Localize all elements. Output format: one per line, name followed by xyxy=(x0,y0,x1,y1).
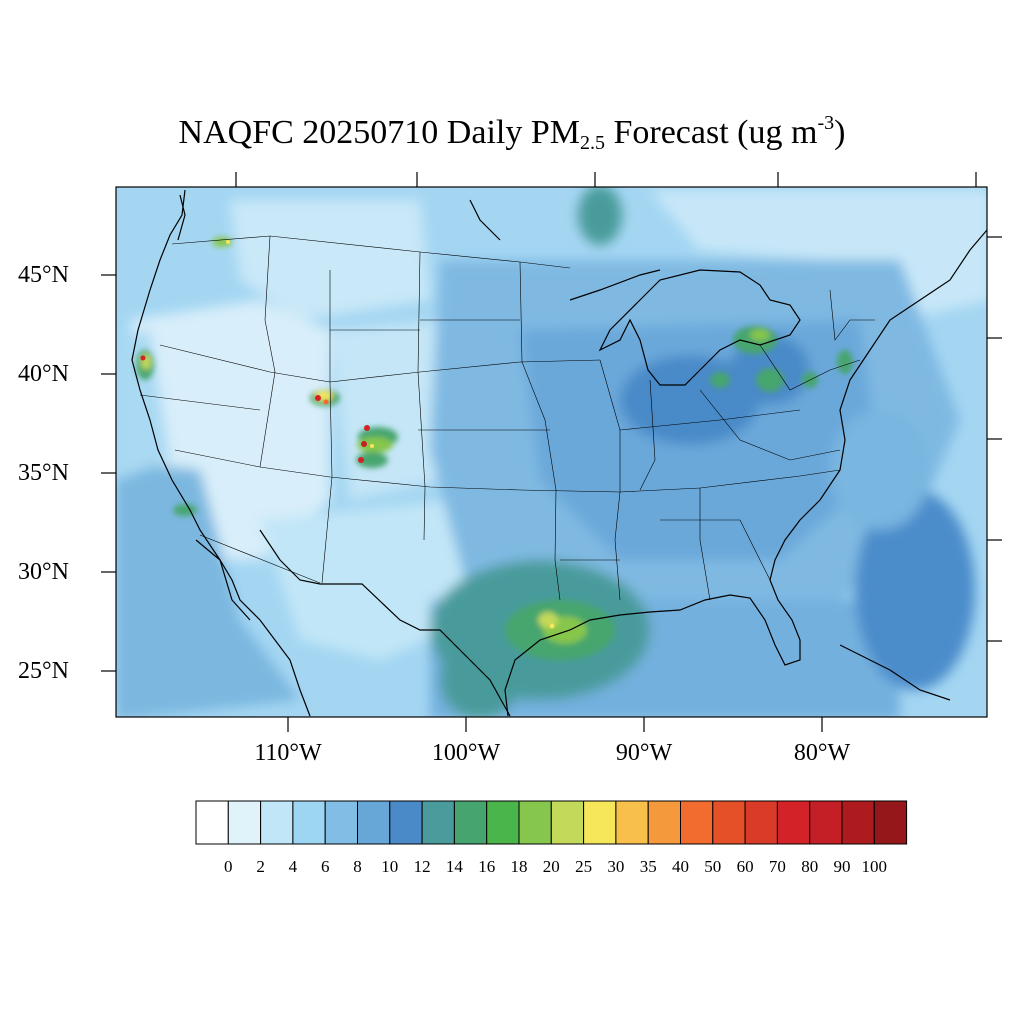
map-title: NAQFC 20250710 Daily PM2.5 Forecast (ug … xyxy=(178,112,846,154)
colorbar-swatch xyxy=(357,800,391,845)
colorbar-label: 18 xyxy=(510,857,528,876)
colorbar-swatch xyxy=(421,800,455,845)
colorbar-swatch xyxy=(550,800,585,845)
top-ticks xyxy=(235,172,977,187)
colorbar-label: 12 xyxy=(413,857,431,876)
colorbar-swatch xyxy=(841,800,875,845)
colorbar-swatch xyxy=(744,800,778,845)
colorbar-label: 90 xyxy=(833,857,851,876)
colorbar-label: 25 xyxy=(575,857,593,876)
colorbar-label: 4 xyxy=(288,857,298,876)
colorbar-swatch xyxy=(615,800,649,845)
colorbar-swatch xyxy=(712,800,746,845)
colorbar-label: 60 xyxy=(736,857,754,876)
colorbar-swatch xyxy=(809,800,843,845)
lat-label-45: 45°N xyxy=(18,262,69,288)
colorbar-swatch xyxy=(227,800,262,845)
colorbar-label: 0 xyxy=(224,857,233,876)
colorbar-swatch xyxy=(583,800,617,845)
colorbar-label: 14 xyxy=(445,857,463,876)
colorbar-label: 70 xyxy=(768,857,786,876)
lat-label-25: 25°N xyxy=(18,658,69,684)
colorbar-label: 10 xyxy=(381,857,399,876)
colorbar-label: 100 xyxy=(861,857,888,876)
colorbar-swatch xyxy=(647,800,682,845)
colorbar-label: 20 xyxy=(542,857,560,876)
colorbar-label: 50 xyxy=(704,857,722,876)
colorbar-swatch xyxy=(292,800,326,845)
lon-label-80: 80°W xyxy=(793,740,851,766)
right-ticks xyxy=(987,236,1002,642)
bottom-ticks xyxy=(287,717,823,732)
lat-label-40: 40°N xyxy=(18,361,69,387)
colorbar-swatch xyxy=(486,800,520,845)
colorbar-swatch xyxy=(324,800,359,845)
colorbar-swatch xyxy=(453,800,488,845)
colorbar-label: 6 xyxy=(320,857,330,876)
colorbar-label: 2 xyxy=(256,857,265,876)
lon-label-110: 110°W xyxy=(254,740,322,766)
colorbar-swatch xyxy=(518,800,552,845)
coastline xyxy=(131,189,987,717)
colorbar-swatch xyxy=(776,800,811,845)
map-frame xyxy=(115,186,988,718)
colorbar-label: 8 xyxy=(353,857,362,876)
colorbar-swatch xyxy=(680,800,714,845)
lon-label-90: 90°W xyxy=(615,740,673,766)
colorbar-label: 30 xyxy=(607,857,625,876)
colorbar-swatch xyxy=(260,800,294,845)
left-ticks xyxy=(101,274,116,672)
colorbar-swatch xyxy=(195,800,229,845)
lat-label-30: 30°N xyxy=(18,559,69,585)
colorbar-label: 80 xyxy=(801,857,819,876)
colorbar-label: 35 xyxy=(639,857,657,876)
colorbar-label: 16 xyxy=(478,857,496,876)
lon-label-100: 100°W xyxy=(431,740,501,766)
colorbar-swatch xyxy=(389,800,423,845)
colorbar-label: 40 xyxy=(672,857,689,876)
colorbar xyxy=(195,800,908,845)
state-borders xyxy=(139,235,875,601)
colorbar-swatch xyxy=(873,800,908,845)
lat-label-35: 35°N xyxy=(18,460,69,486)
